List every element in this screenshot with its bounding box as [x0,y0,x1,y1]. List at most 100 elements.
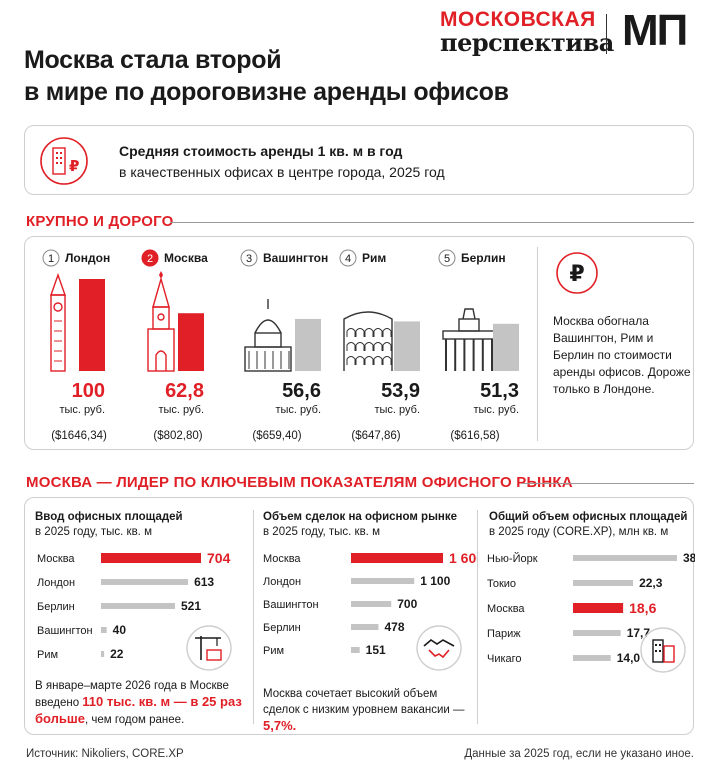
city-name: Лондон [65,251,110,265]
svg-text:₽: ₽ [69,157,79,175]
hbar-value: 704 [207,550,231,566]
hbar-label: Вашингтон [37,625,93,637]
rent-unit: тыс. руб. [374,404,420,416]
hbar-bar [351,624,379,630]
panel1-note: В январе–марте 2026 года в Москве введен… [35,680,242,726]
panel1-title-line1: Ввод офисных площадей [35,511,183,523]
hbar-value: 700 [397,597,417,611]
footer-note: Данные за 2025 год, если не указано иное… [464,748,694,760]
rank-number: 5 [444,253,450,265]
rank-number: 3 [246,253,252,265]
rank-badge [42,249,60,267]
hbar-row: Вашингтон 700 [263,597,418,611]
market-divider-2 [477,510,478,724]
hbar-value: 521 [181,599,201,613]
subtitle-bold: Средняя стоимость аренды 1 кв. м в год [119,143,403,159]
hbar-row: Берлин 521 [37,599,201,613]
hbar-value: 478 [384,620,404,634]
hbar-label: Лондон [263,576,301,588]
capitol-icon [244,299,292,372]
hbar-label: Берлин [263,622,301,634]
hbar-bar [573,580,634,586]
page-title-line1: Москва стала второй [24,46,282,74]
rent-chart-box: 1 Лондон 100 тыс. руб. ($1646,34) 2 Москва 62,8… [24,236,694,450]
hbar-label: Париж [487,628,521,640]
hbar-bar [351,553,443,563]
market-divider-1 [253,510,254,724]
city-name: Рим [362,251,386,265]
rent-column: 3 Вашингтон 56,6 тыс. руб. ($659,40) [240,249,328,442]
rent-bar [178,313,204,371]
hbar-label: Берлин [37,601,75,613]
hbar-label: Рим [263,645,284,657]
footer-source: Источник: Nikoliers, CORE.XP [26,748,184,760]
rent-usd: ($1646,34) [51,430,107,442]
big-ben-icon [50,272,66,372]
panel2-title-line1: Объем сделок на офисном рынке [263,511,458,523]
hbar-row: Берлин 478 [263,620,405,634]
hbar-bar [573,630,621,636]
hbar-bar [101,627,107,633]
panel3-chart: Нью-Йорк 38,6 Токио 22,3 Москва 18,6 Париж 17,7… [487,551,695,665]
rent-bar [493,323,519,371]
panel3-title-line1: Общий объем офисных площадей [489,511,688,523]
logo-separator [606,14,607,54]
rent-column: 5 Берлин 51,3 тыс. руб. ($616,58) [438,249,519,442]
hbar-label: Лондон [37,577,75,589]
hbar-row: Париж 17,7 [487,626,650,640]
hbar-label: Вашингтон [263,599,319,611]
hbar-bar [101,603,176,609]
hbar-bar [573,555,677,561]
rent-bar [394,321,420,371]
hbar-bar [351,601,392,607]
hbar-value: 18,6 [629,600,656,616]
hbar-row: Москва 1 600 [263,550,477,566]
panel1-note-highlight: 110 тыс. кв. м — в 25 раз больше [35,694,242,726]
hbar-label: Рим [37,649,58,661]
hbar-bar [101,553,201,563]
hbar-value: 40 [113,623,127,637]
page-title: Москва стала второй в мире по дороговизн… [24,44,509,108]
hbar-label: Нью-Йорк [487,552,538,565]
hbar-label: Москва [37,553,75,565]
svg-text:₽: ₽ [569,262,584,287]
hbar-value: 17,7 [627,626,651,640]
panel2-note: Москва сочетает высокий объем сделок с н… [263,688,465,733]
panel2-note-highlight: 5,7%. [263,718,297,733]
building-ruble-icon: ₽ [40,137,88,185]
section1-rule [170,222,694,223]
panel3-title: Общий объем офисных площадей в 2025 году… [489,510,687,540]
logo-mark: МП [622,6,688,55]
hbar-row: Лондон 613 [37,575,214,589]
hbar-value: 22 [110,647,124,661]
rent-value: 100 [72,380,105,402]
hbar-row: Рим 151 [263,643,386,657]
hbar-label: Москва [487,603,525,615]
rent-column: 2 Москва 62,8 тыс. руб. ($802,80) [141,249,208,442]
rent-usd: ($802,80) [153,430,202,442]
rent-usd: ($647,86) [351,430,400,442]
panel2-chart: Москва 1 600 Лондон 1 100 Вашингтон 700 Берлин… [263,550,477,657]
subtitle-regular: в качественных офисах в центре города, 2… [119,164,445,180]
rent-usd: ($659,40) [252,430,301,442]
hbar-bar [351,647,360,653]
panel3-title-line2: в 2025 году (CORE.XP), млн кв. м [489,526,669,538]
hbar-bar [101,579,189,585]
hbar-bar [573,655,611,661]
section2-heading: МОСКВА — ЛИДЕР ПО КЛЮЧЕВЫМ ПОКАЗАТЕЛЯМ О… [26,474,573,491]
rent-column: 1 Лондон 100 тыс. руб. ($1646,34) [42,249,110,442]
hbar-label: Токио [487,578,516,590]
hbar-value: 14,0 [617,651,641,665]
rank-number: 4 [345,253,351,265]
hbar-value: 1 600 [449,550,477,566]
section2-rule [522,483,694,484]
rent-unit: тыс. руб. [275,404,321,416]
hbar-label: Москва [263,553,301,565]
rent-column: 4 Рим 53,9 тыс. руб. ($647,86) [339,249,420,442]
hbar-value: 151 [366,643,386,657]
section1-heading: КРУПНО И ДОРОГО [26,213,174,230]
rent-value: 53,9 [381,380,420,402]
ruble-icon: ₽ [556,252,598,294]
rent-unit: тыс. руб. [59,404,105,416]
rent-bar [295,318,321,371]
